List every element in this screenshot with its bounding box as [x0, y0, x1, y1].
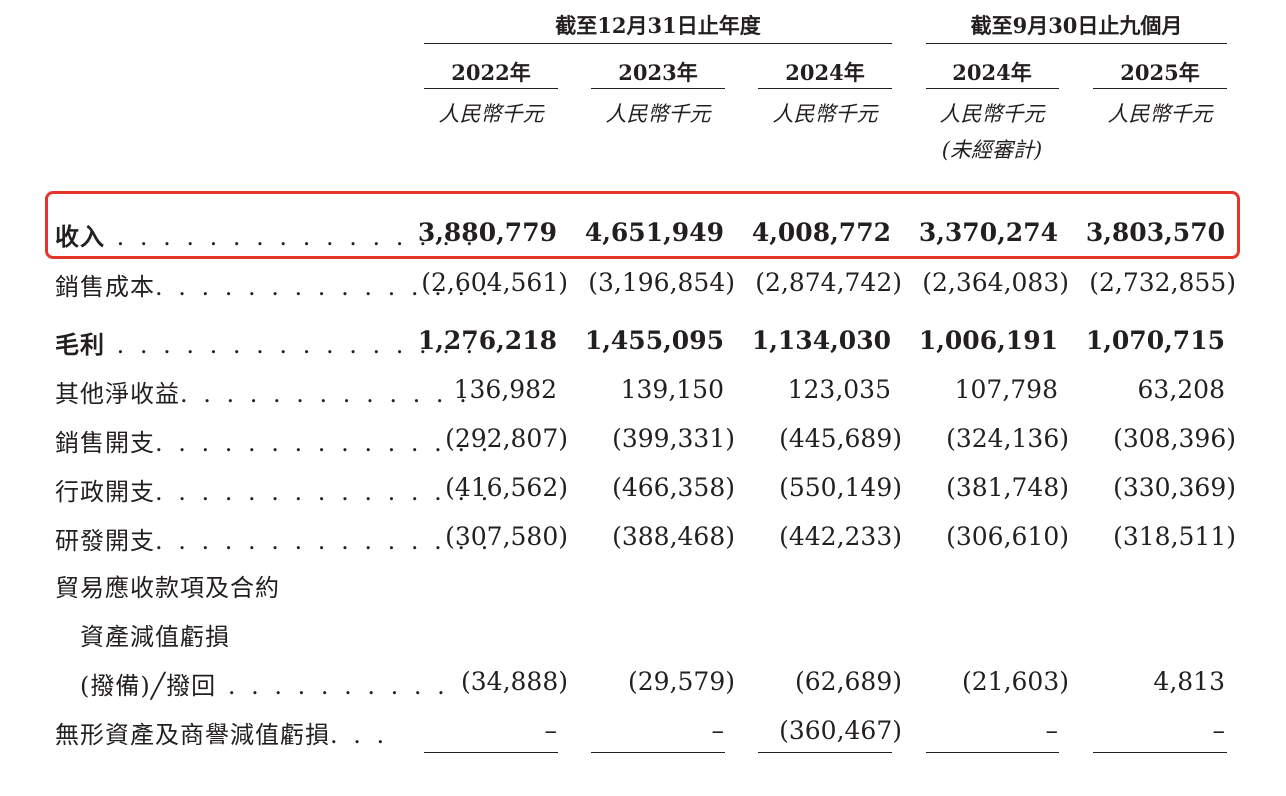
- table-cell: 1,070,715: [1085, 326, 1225, 355]
- row-label: 毛利 . . . . . . . . . . . . . . . .: [55, 330, 478, 359]
- table-cell: (308,396): [1113, 424, 1236, 453]
- column-bottom-rule: [1093, 752, 1227, 753]
- column-year-rule: [424, 88, 558, 89]
- column-bottom-rule: [591, 752, 725, 753]
- column-year: 2025年: [1120, 60, 1200, 85]
- row-label: 銷售開支. . . . . . . . . . . . . . .: [55, 429, 493, 457]
- row-label: 研發開支. . . . . . . . . . . . . . .: [55, 527, 493, 555]
- column-unit: 人民幣千元: [605, 102, 711, 126]
- column-unit: 人民幣千元: [1107, 102, 1213, 126]
- table-cell: 4,813: [1153, 667, 1225, 696]
- table-cell: (3,196,854): [588, 268, 735, 297]
- column-bottom-rule: [758, 752, 892, 753]
- row-label: 銷售成本. . . . . . . . . . . . . . .: [55, 273, 493, 301]
- table-cell: 3,880,779: [417, 218, 557, 247]
- table-cell: (381,748): [946, 473, 1069, 502]
- table-cell: 123,035: [787, 375, 891, 404]
- table-cell: (445,689): [779, 424, 902, 453]
- table-cell: –: [1212, 716, 1226, 745]
- group-header-nine-months-rule: [926, 43, 1227, 44]
- table-cell: (416,562): [445, 473, 568, 502]
- column-year: 2024年: [785, 60, 865, 85]
- table-cell: (2,364,083): [922, 268, 1069, 297]
- table-cell: (360,467): [779, 716, 902, 745]
- column-year: 2023年: [618, 60, 698, 85]
- group-header-nine-months: 截至9月30日止九個月: [970, 13, 1183, 38]
- table-cell: (34,888): [461, 667, 568, 696]
- row-label: (撥備)╱撥回 . . . . . . . . . .: [80, 672, 449, 700]
- row-label: 無形資產及商譽減值虧損. . .: [55, 721, 389, 749]
- table-cell: 1,006,191: [918, 326, 1058, 355]
- column-bottom-rule: [926, 752, 1059, 753]
- table-cell: 3,370,274: [918, 218, 1058, 247]
- table-cell: (388,468): [612, 522, 735, 551]
- column-year-rule: [758, 88, 892, 89]
- table-cell: (318,511): [1113, 522, 1236, 551]
- table-cell: –: [711, 716, 725, 745]
- column-year: 2022年: [451, 60, 531, 85]
- table-cell: 4,008,772: [751, 218, 891, 247]
- column-note-unaudited: (未經審計): [941, 138, 1043, 162]
- table-cell: (21,603): [962, 667, 1069, 696]
- table-cell: (324,136): [946, 424, 1069, 453]
- column-bottom-rule: [424, 752, 558, 753]
- table-cell: (29,579): [628, 667, 735, 696]
- column-year-rule: [926, 88, 1059, 89]
- column-unit: 人民幣千元: [939, 102, 1045, 126]
- table-cell: 107,798: [954, 375, 1058, 404]
- row-label: 資產減值虧損: [80, 623, 230, 651]
- table-cell: (307,580): [445, 522, 568, 551]
- table-cell: 63,208: [1137, 375, 1225, 404]
- table-cell: (62,689): [795, 667, 902, 696]
- table-cell: (399,331): [612, 424, 735, 453]
- table-cell: 1,455,095: [584, 326, 724, 355]
- table-cell: 3,803,570: [1085, 218, 1225, 247]
- column-year-rule: [591, 88, 725, 89]
- table-cell: 1,276,218: [417, 326, 557, 355]
- table-cell: (2,604,561): [421, 268, 568, 297]
- table-cell: (466,358): [612, 473, 735, 502]
- column-year-rule: [1093, 88, 1227, 89]
- row-label: 行政開支. . . . . . . . . . . . . . .: [55, 478, 493, 506]
- table-cell: (2,874,742): [755, 268, 902, 297]
- table-cell: (2,732,855): [1089, 268, 1236, 297]
- row-label: 其他淨收益. . . . . . . . . . . . .: [55, 380, 471, 408]
- table-cell: (550,149): [779, 473, 902, 502]
- table-cell: 4,651,949: [584, 218, 724, 247]
- table-cell: 1,134,030: [751, 326, 891, 355]
- row-label: 收入 . . . . . . . . . . . . . . . .: [55, 222, 478, 251]
- table-cell: (306,610): [946, 522, 1069, 551]
- group-header-fiscal-year: 截至12月31日止年度: [555, 13, 761, 38]
- column-unit: 人民幣千元: [438, 102, 544, 126]
- group-header-fiscal-year-rule: [424, 43, 892, 44]
- column-unit: 人民幣千元: [772, 102, 878, 126]
- table-cell: 136,982: [453, 375, 557, 404]
- table-cell: –: [1045, 716, 1059, 745]
- table-cell: (330,369): [1113, 473, 1236, 502]
- table-cell: –: [544, 716, 558, 745]
- table-cell: (442,233): [779, 522, 902, 551]
- column-year: 2024年: [952, 60, 1032, 85]
- table-cell: 139,150: [620, 375, 724, 404]
- table-cell: (292,807): [445, 424, 568, 453]
- revenue-highlight-box: [45, 191, 1240, 259]
- row-label: 貿易應收款項及合約: [55, 574, 280, 602]
